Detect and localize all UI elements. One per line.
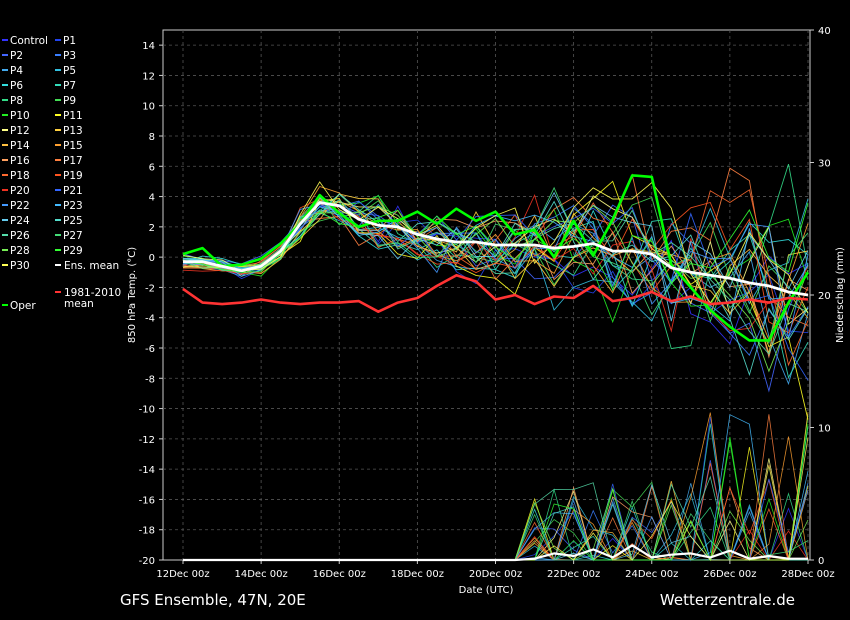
y-tick-label: 2 <box>149 223 155 234</box>
footer-source: GFS Ensemble, 47N, 20E <box>120 591 306 609</box>
legend-label: P3 <box>63 50 76 62</box>
y2-axis-label: Niederschlag (mm) <box>835 247 846 343</box>
y2-axis-ticks: 40 30 20 10 0 <box>810 26 831 567</box>
x-tick-label: 14Dec 00z <box>235 569 288 580</box>
legend-label: P5 <box>63 65 76 77</box>
legend-label: P6 <box>10 80 23 92</box>
legend-label: P13 <box>63 125 83 137</box>
x-tick-label: 24Dec 00z <box>625 569 678 580</box>
x-tick-label: 22Dec 00z <box>547 569 600 580</box>
ens-mean-line <box>183 201 809 297</box>
legend-label: P7 <box>63 80 76 92</box>
legend-label: Oper <box>10 300 36 312</box>
legend-label: P28 <box>10 245 30 257</box>
y-tick-label: -10 <box>139 405 155 416</box>
y2-tick-label: 20 <box>818 291 831 302</box>
x-axis-label: Date (UTC) <box>459 585 514 596</box>
chart-title: Szolnok (HU) 850 hPa Temp. & Niederschla… <box>156 4 715 23</box>
legend-label: P15 <box>63 140 83 152</box>
legend-label: P25 <box>63 215 83 227</box>
x-axis-ticks: 12Dec 00z 14Dec 00z 16Dec 00z 18Dec 00z 20De… <box>156 560 835 580</box>
y-tick-label: -8 <box>145 374 155 385</box>
legend-label: P20 <box>10 185 30 197</box>
legend-label: P16 <box>10 155 30 167</box>
x-tick-label: 28Dec 00z <box>781 569 834 580</box>
y-tick-label: -12 <box>139 435 155 446</box>
y-tick-label: -20 <box>139 556 155 567</box>
y-tick-label: 12 <box>142 71 155 82</box>
legend-label: P2 <box>10 50 23 62</box>
x-tick-label: 20Dec 00z <box>469 569 522 580</box>
legend-label: P30 <box>10 260 30 272</box>
x-tick-label: 16Dec 00z <box>313 569 366 580</box>
y-tick-label: -16 <box>139 495 155 506</box>
x-tick-label: 18Dec 00z <box>391 569 444 580</box>
y-tick-label: 14 <box>142 41 155 52</box>
legend-label: P24 <box>10 215 30 227</box>
legend-label: P23 <box>63 200 83 212</box>
legend-label: P4 <box>10 65 23 77</box>
y-tick-label: -6 <box>145 344 155 355</box>
legend-label: Control <box>10 35 48 47</box>
legend-label: P11 <box>63 110 83 122</box>
plot-frame <box>162 29 811 561</box>
y-tick-label: -14 <box>139 465 155 476</box>
legend-label: P21 <box>63 185 83 197</box>
x-tick-label: 26Dec 00z <box>703 569 756 580</box>
legend-label: P8 <box>10 95 23 107</box>
legend-label: P19 <box>63 170 83 182</box>
y-tick-label: -4 <box>145 314 155 325</box>
ens-mean-precip-line <box>183 544 808 562</box>
x-tick-label: 12Dec 00z <box>156 569 209 580</box>
footer-site: Wetterzentrale.de <box>660 591 795 609</box>
legend-label: P18 <box>10 170 30 182</box>
y2-tick-label: 30 <box>818 159 831 170</box>
legend-label: 1981-2010 mean <box>64 287 121 310</box>
y2-tick-label: 0 <box>818 556 824 567</box>
legend-label: P26 <box>10 230 30 242</box>
legend-label: P9 <box>63 95 76 107</box>
legend-label: P27 <box>63 230 83 242</box>
legend-label: P1 <box>63 35 76 47</box>
y-tick-label: 4 <box>149 193 155 204</box>
y-axis-ticks: 14 12 10 8 6 4 2 0 -2 -4 -6 -8 -10 -12 -14 -16 -18 -20 <box>139 41 163 567</box>
legend-label: P17 <box>63 155 83 167</box>
y-tick-label: 10 <box>142 102 155 113</box>
legend-label: P22 <box>10 200 30 212</box>
legend: Control P1 P2 P3 P4 P5 P6 P7 P8 P9 P10 P11 P12 P13 P14… <box>2 35 121 312</box>
y2-tick-label: 10 <box>818 424 831 435</box>
y-tick-label: 8 <box>149 132 155 143</box>
legend-label: P10 <box>10 110 30 122</box>
legend-label: P14 <box>10 140 30 152</box>
legend-label: P29 <box>63 245 83 257</box>
y-tick-label: 6 <box>149 162 155 173</box>
legend-label: Ens. mean <box>64 260 119 272</box>
y2-tick-label: 40 <box>818 26 831 37</box>
member-line-p25 <box>182 193 809 377</box>
y-tick-label: -2 <box>145 283 155 294</box>
member-line-p29 <box>182 202 809 291</box>
y-tick-label: 0 <box>149 253 155 264</box>
y-axis-label: 850 hPa Temp. (°C) <box>127 247 138 343</box>
y-tick-label: -18 <box>139 526 155 537</box>
climate-mean-line <box>182 273 809 314</box>
main-series <box>182 174 810 562</box>
legend-label: P12 <box>10 125 30 137</box>
